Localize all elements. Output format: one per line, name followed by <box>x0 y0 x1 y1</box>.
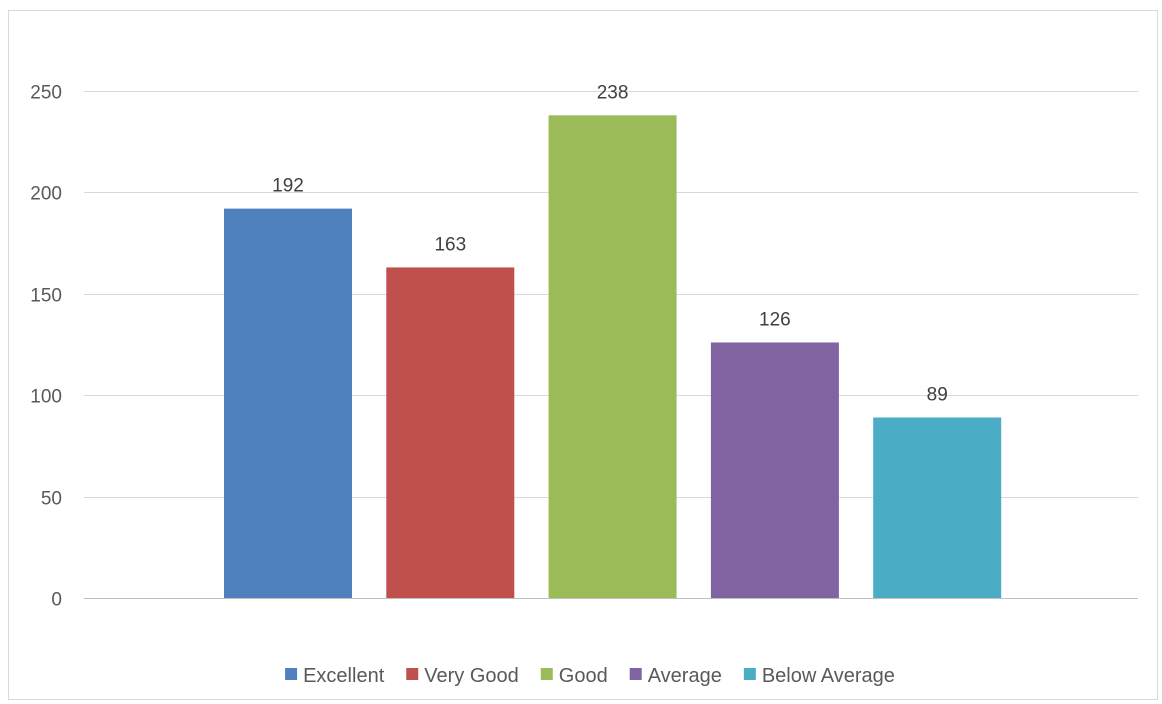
y-axis-ticks: 0 50 100 150 200 250 <box>30 83 62 611</box>
legend-swatch-average <box>629 668 642 680</box>
data-label-below-average: 89 <box>927 385 948 406</box>
y-tick-label-0: 0 <box>51 590 62 611</box>
legend-item-very-good: Very Good <box>406 665 519 687</box>
data-label-average: 126 <box>759 309 791 330</box>
legend-swatch-below-average <box>743 668 756 680</box>
bar-good <box>548 115 677 598</box>
y-tick-label-250: 250 <box>30 83 62 104</box>
bar-below-average <box>873 417 1002 598</box>
legend-label-below-average: Below Average <box>762 665 895 687</box>
y-tick-label-100: 100 <box>30 387 62 408</box>
bar-excellent <box>224 208 352 598</box>
data-label-excellent: 192 <box>272 176 304 197</box>
legend-swatch-good <box>540 668 553 680</box>
legend-label-excellent: Excellent <box>303 665 385 687</box>
bar-very-good <box>386 267 515 598</box>
legend-label-good: Good <box>559 665 608 687</box>
legend-label-very-good: Very Good <box>424 665 519 687</box>
bars <box>224 115 1002 598</box>
legend-item-average: Average <box>629 665 722 687</box>
legend: Excellent Very Good Good Average Below Avera… <box>285 665 895 687</box>
data-label-good: 238 <box>597 82 629 103</box>
data-labels: 192 163 238 126 89 <box>272 82 948 405</box>
legend-swatch-excellent <box>285 668 298 680</box>
data-label-very-good: 163 <box>434 234 466 255</box>
bar-average <box>710 342 839 598</box>
y-tick-label-150: 150 <box>30 286 62 307</box>
legend-item-below-average: Below Average <box>743 665 895 687</box>
legend-item-excellent: Excellent <box>285 665 385 687</box>
legend-swatch-very-good <box>406 668 419 680</box>
y-tick-label-200: 200 <box>30 184 62 205</box>
legend-label-average: Average <box>648 665 722 687</box>
y-tick-label-50: 50 <box>41 489 62 510</box>
legend-item-good: Good <box>540 665 608 687</box>
